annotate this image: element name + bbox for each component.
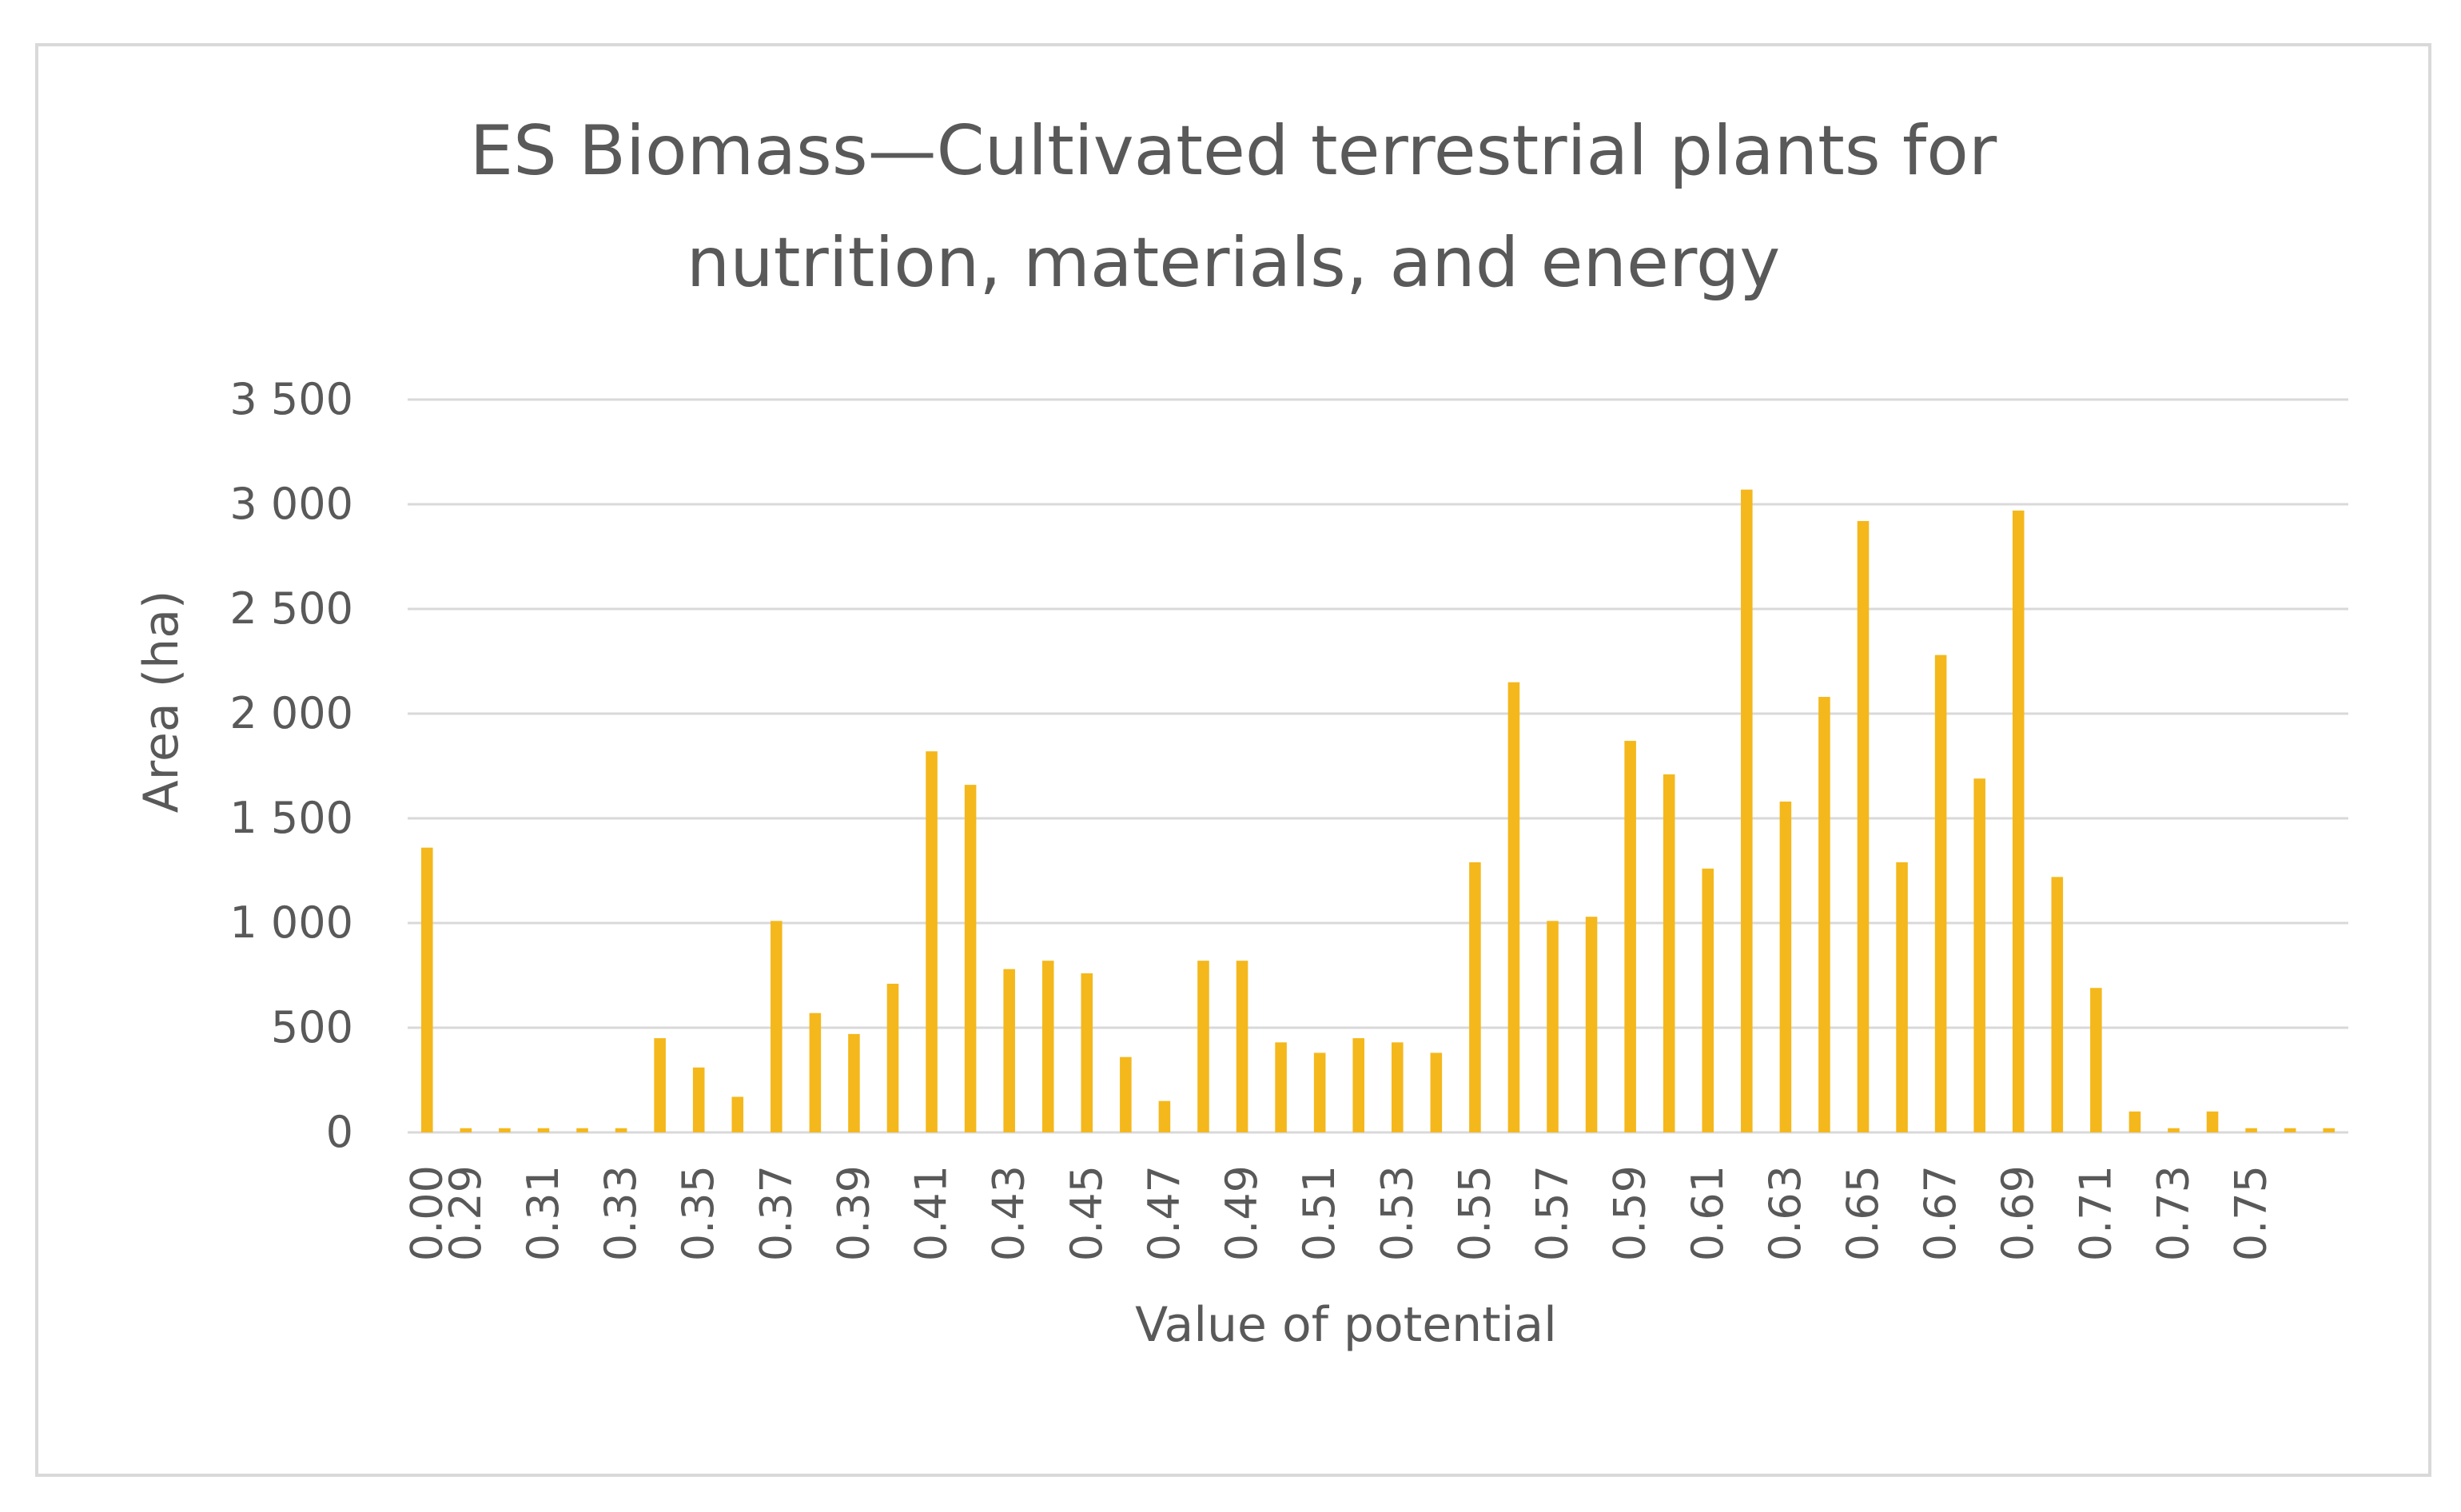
bar-0.57 (1547, 921, 1559, 1132)
x-tick-label: 0.45 (1061, 1165, 1112, 1261)
bar-0.65 (1857, 520, 1870, 1132)
y-tick-label: 3 500 (229, 374, 353, 424)
chart-title-line-1: ES Biomass—Cultivated terrestrial plants… (470, 111, 1997, 191)
bar-0.69 (2012, 510, 2025, 1132)
bar-0.40 (886, 983, 899, 1132)
grid-lines (408, 398, 2348, 1134)
bar-0.58 (1585, 917, 1598, 1132)
bar-0.41 (926, 751, 938, 1132)
bar-0.76 (2284, 1128, 2296, 1132)
x-tick-label: 0.73 (2148, 1165, 2198, 1261)
x-tick-label: 0.71 (2070, 1165, 2121, 1261)
bar-0.56 (1507, 682, 1520, 1132)
bar-0.72 (2128, 1111, 2141, 1132)
bar-0.46 (1120, 1056, 1132, 1132)
bar-0.75 (2245, 1128, 2257, 1132)
x-tick-label: 0.69 (1993, 1165, 2043, 1261)
bar-0.33 (615, 1128, 627, 1132)
bar-0.48 (1197, 961, 1209, 1132)
bar-0.74 (2206, 1111, 2219, 1132)
x-tick-label: 0.53 (1372, 1165, 1422, 1261)
x-tick-label: 0.41 (906, 1165, 957, 1261)
bars (420, 489, 2336, 1132)
x-tick-label: 0.57 (1527, 1165, 1578, 1261)
bar-0.60 (1663, 774, 1675, 1132)
x-tick-label: 0.35 (673, 1165, 723, 1261)
bar-0.32 (576, 1128, 588, 1132)
x-tick-label: 0.43 (984, 1165, 1034, 1261)
y-tick-label: 3 000 (229, 479, 353, 529)
chart-title-line-2: nutrition, materials, and energy (687, 223, 1781, 303)
x-tick-label: 0.49 (1217, 1165, 1267, 1261)
x-tick-label: 0.59 (1605, 1165, 1655, 1261)
bar-0.34 (654, 1038, 666, 1132)
bar-0.52 (1352, 1038, 1365, 1132)
bar-0.64 (1818, 697, 1830, 1132)
x-tick-label: 0.29 (440, 1165, 491, 1261)
bar-0.31 (537, 1128, 550, 1132)
x-tick-label: 0.55 (1449, 1165, 1499, 1261)
y-axis-label: Area (ha) (133, 591, 189, 814)
bar-0.50 (1275, 1042, 1287, 1132)
bar-0.55 (1469, 862, 1481, 1132)
bar-0.68 (1973, 778, 1985, 1132)
bar-0.35 (692, 1067, 705, 1132)
bar-0.51 (1313, 1052, 1326, 1132)
bar-0.49 (1236, 961, 1248, 1132)
bar-0.61 (1702, 868, 1714, 1132)
x-tick-label: 0.65 (1838, 1165, 1888, 1261)
bar-0.39 (848, 1033, 860, 1132)
x-tick-label: 0.39 (828, 1165, 878, 1261)
bar-0.42 (964, 785, 977, 1132)
bar-0.62 (1741, 489, 1753, 1132)
chart-frame: ES Biomass—Cultivated terrestrial plants… (35, 43, 2431, 1477)
chart-svg: ES Biomass—Cultivated terrestrial plants… (133, 111, 2348, 1353)
bar-0.73 (2168, 1128, 2180, 1132)
x-tick-label: 0.37 (751, 1165, 801, 1261)
x-tick-label: 0.75 (2226, 1165, 2276, 1261)
y-tick-label: 1 000 (229, 897, 353, 948)
x-tick-label: 0.51 (1294, 1165, 1344, 1261)
bar-0.63 (1779, 802, 1792, 1132)
bar-0.66 (1896, 862, 1908, 1132)
bar-0.43 (1003, 969, 1015, 1132)
bar-0.29 (460, 1128, 472, 1132)
x-axis-label: Value of potential (1135, 1297, 1557, 1353)
bar-0.30 (499, 1128, 511, 1132)
x-tick-label: 0.63 (1760, 1165, 1810, 1261)
bar-0.54 (1430, 1052, 1443, 1132)
y-axis-ticks: 0 500 1 000 1 500 2 000 2 500 3 000 3 500 (229, 374, 353, 1157)
bar-0.77 (2323, 1128, 2336, 1132)
bar-0.37 (771, 921, 783, 1132)
x-tick-label: 0.33 (595, 1165, 646, 1261)
bar-0.45 (1081, 973, 1093, 1132)
x-tick-label: 0.67 (1915, 1165, 1965, 1261)
y-tick-label: 2 500 (229, 583, 353, 634)
bar-0.36 (731, 1096, 744, 1132)
y-tick-label: 1 500 (229, 793, 353, 843)
bar-0.00 (420, 847, 433, 1132)
y-tick-label: 2 000 (229, 688, 353, 738)
bar-0.70 (2051, 877, 2064, 1132)
x-axis-ticks: 0.000.29 0.31 0.33 0.35 0.37 0.39 0.41 0.43 0.45… (401, 1165, 2276, 1261)
bar-0.59 (1624, 741, 1636, 1132)
bar-0.44 (1041, 961, 1054, 1132)
bar-0.71 (2090, 988, 2102, 1132)
x-tick-label: 0.31 (518, 1165, 568, 1261)
x-tick-label: 0.61 (1682, 1165, 1733, 1261)
x-tick-label: 0.47 (1139, 1165, 1189, 1261)
bar-0.47 (1158, 1100, 1171, 1132)
x-tick-label: 0.00 (401, 1165, 452, 1261)
bar-0.53 (1391, 1042, 1404, 1132)
bar-0.38 (809, 1013, 822, 1132)
y-tick-label: 500 (271, 1002, 353, 1052)
bar-0.67 (1934, 655, 1947, 1132)
y-tick-label: 0 (326, 1107, 353, 1157)
